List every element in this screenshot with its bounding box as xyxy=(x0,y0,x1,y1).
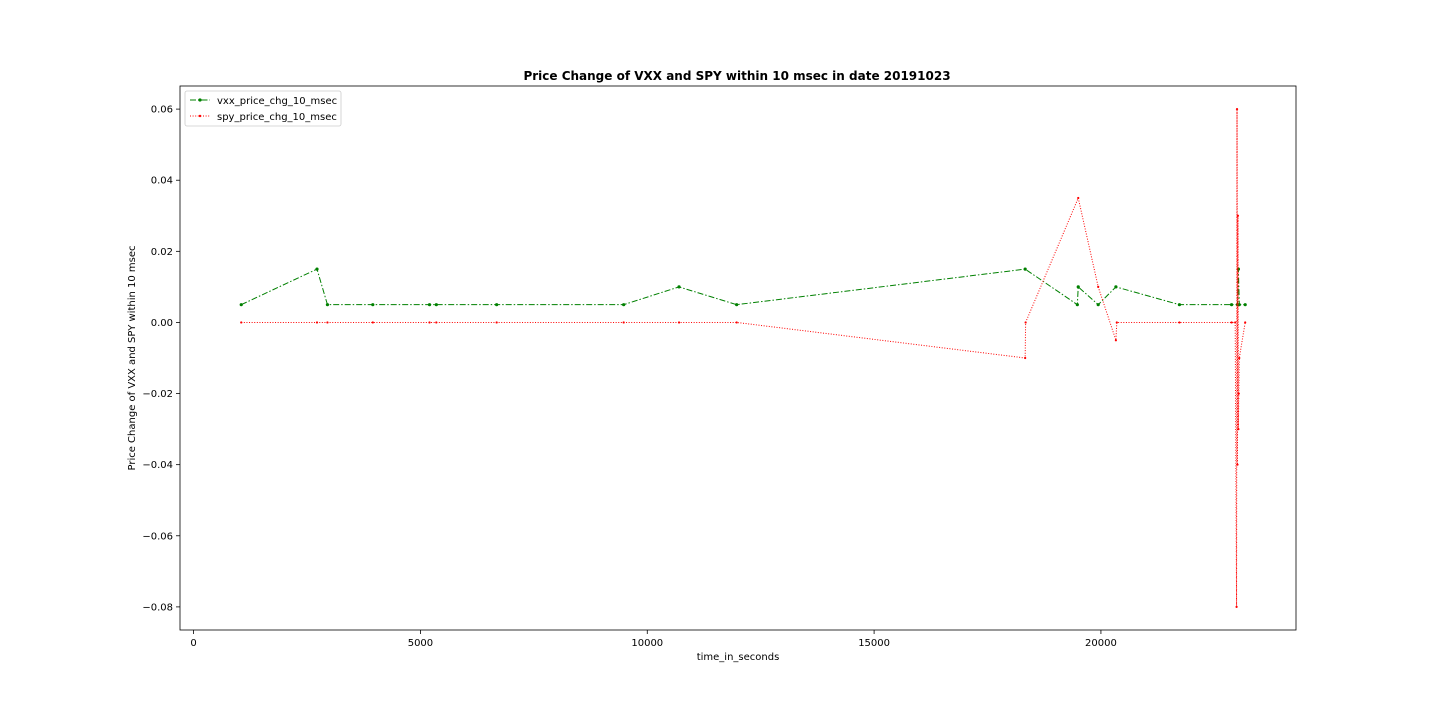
x-tick-label: 10000 xyxy=(631,638,663,649)
data-point-spy xyxy=(1024,321,1027,324)
legend-label-vxx: vxx_price_chg_10_msec xyxy=(217,96,337,107)
data-point-spy xyxy=(1237,428,1240,431)
series-layer xyxy=(239,108,1247,608)
data-point-vxx xyxy=(1114,285,1118,289)
y-axis-label: Price Change of VXX and SPY within 10 ms… xyxy=(127,245,138,470)
data-point-vxx xyxy=(1075,303,1079,307)
legend-box xyxy=(184,90,342,127)
series-line-vxx xyxy=(241,268,1246,306)
data-point-vxx xyxy=(239,303,243,307)
data-point-vxx xyxy=(325,303,330,307)
data-point-spy xyxy=(1237,392,1240,395)
y-tick-label: 0.06 xyxy=(151,105,173,116)
data-point-spy xyxy=(622,321,625,324)
y-tick-label: −0.02 xyxy=(142,389,173,400)
data-point-vxx xyxy=(677,285,681,289)
data-point-spy xyxy=(1238,356,1241,360)
x-axis-label: time_in_seconds xyxy=(697,652,780,663)
data-point-vxx xyxy=(1243,303,1247,307)
data-point-spy xyxy=(677,321,681,324)
data-point-spy xyxy=(428,321,431,324)
y-axis: −0.08 −0.06 −0.04 −0.02 0.00 0.02 0.04 0.06 xyxy=(142,105,180,613)
data-point-spy xyxy=(1244,321,1247,324)
data-point-vxx xyxy=(1076,285,1080,289)
y-tick-label: 0.00 xyxy=(151,318,173,329)
x-tick-label: 5000 xyxy=(408,638,433,649)
legend-marker-spy xyxy=(198,114,202,118)
data-point-vxx xyxy=(1177,303,1182,307)
data-point-vxx xyxy=(495,303,499,307)
data-point-spy xyxy=(1234,321,1237,324)
y-tick-label: −0.06 xyxy=(142,531,173,542)
legend: vxx_price_chg_10_msec spy_price_chg_10_m… xyxy=(184,90,342,127)
data-point-spy xyxy=(371,321,374,324)
data-point-spy xyxy=(326,321,329,324)
axes-frame xyxy=(179,85,1297,631)
data-point-spy xyxy=(1115,321,1118,324)
data-point-spy xyxy=(1077,196,1080,200)
data-point-vxx xyxy=(1096,303,1100,307)
chart-title: Price Change of VXX and SPY within 10 ms… xyxy=(523,69,950,83)
y-tick-label: 0.04 xyxy=(151,176,173,187)
data-point-spy xyxy=(1236,214,1240,217)
data-point-spy xyxy=(1114,339,1117,342)
data-point-spy xyxy=(495,321,498,324)
data-point-vxx xyxy=(427,303,432,307)
legend-label-spy: spy_price_chg_10_msec xyxy=(217,112,337,123)
data-point-spy xyxy=(1097,285,1100,288)
data-point-spy xyxy=(735,321,738,324)
x-tick-label: 0 xyxy=(190,638,196,649)
plot-area xyxy=(179,85,1297,631)
data-point-vxx xyxy=(434,303,438,307)
data-point-spy xyxy=(240,321,243,324)
data-point-spy xyxy=(1178,321,1181,324)
data-point-spy xyxy=(315,321,319,324)
data-point-vxx xyxy=(315,267,319,271)
data-point-vxx xyxy=(371,303,375,307)
data-point-spy xyxy=(1235,108,1239,111)
data-point-vxx xyxy=(1023,267,1027,271)
legend-marker-vxx xyxy=(198,98,202,102)
data-point-vxx xyxy=(735,303,739,307)
y-tick-label: 0.02 xyxy=(151,247,173,258)
data-point-spy xyxy=(435,321,438,324)
x-axis: 0 5000 10000 15000 20000 xyxy=(190,630,1117,649)
data-point-spy xyxy=(1235,605,1238,608)
data-point-vxx xyxy=(622,303,626,307)
x-tick-label: 20000 xyxy=(1085,638,1117,649)
data-point-vxx xyxy=(1229,303,1234,307)
data-point-spy xyxy=(1024,356,1027,360)
data-point-spy xyxy=(1230,321,1233,324)
data-point-spy xyxy=(1236,463,1239,466)
y-tick-label: −0.08 xyxy=(142,602,173,613)
x-tick-label: 15000 xyxy=(858,638,890,649)
y-tick-label: −0.04 xyxy=(142,460,173,471)
